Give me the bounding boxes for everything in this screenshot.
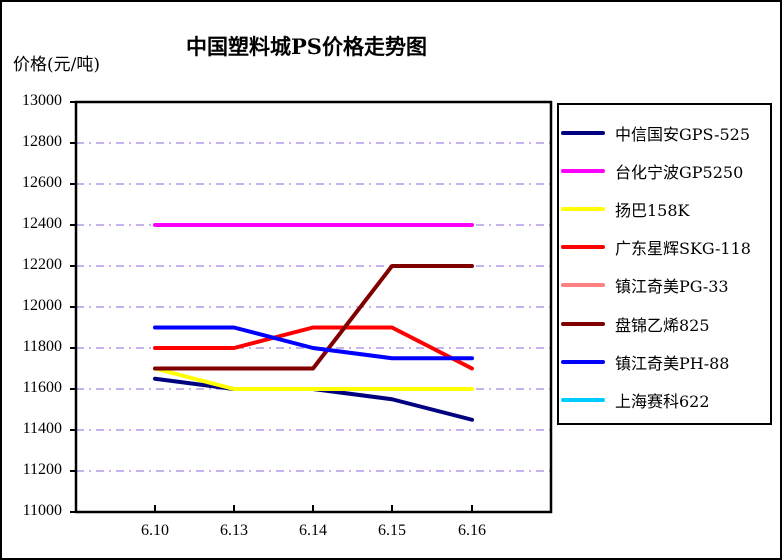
- series-line: [153, 264, 474, 371]
- legend-label: 广东星辉SKG-118: [615, 239, 751, 258]
- y-tick: 11600: [22, 379, 62, 396]
- x-tick: 6.10: [141, 522, 169, 539]
- y-tick: 12200: [22, 256, 62, 273]
- x-tick: 6.13: [220, 522, 248, 539]
- series-line: [153, 376, 474, 422]
- series-line: [153, 325, 474, 371]
- legend-swatch: [561, 169, 605, 173]
- legend-swatch: [561, 245, 605, 249]
- y-tick: 11400: [22, 420, 62, 437]
- y-tick: 11800: [22, 338, 62, 355]
- y-tick: 12400: [22, 215, 62, 232]
- legend-label: 中信国安GPS-525: [615, 125, 751, 144]
- legend-item: 扬巴158K: [561, 197, 690, 221]
- y-tick: 12800: [22, 133, 62, 150]
- legend-swatch: [561, 322, 605, 326]
- legend-item: 上海赛科622: [561, 388, 710, 412]
- legend-item: 中信国安GPS-525: [561, 121, 750, 145]
- series-line: [153, 325, 474, 361]
- legend-swatch: [561, 398, 605, 402]
- legend-item: 盘锦乙烯825: [561, 312, 710, 336]
- series-lines: [153, 223, 474, 422]
- legend-label: 扬巴158K: [615, 201, 690, 220]
- legend-item: 镇江奇美PG-33: [561, 273, 729, 297]
- y-tick: 12000: [22, 297, 62, 314]
- y-tick: 11000: [22, 502, 62, 519]
- legend-label: 镇江奇美PG-33: [615, 277, 729, 296]
- legend-label: 盘锦乙烯825: [615, 316, 710, 335]
- series-line: [153, 366, 474, 391]
- x-tick: 6.15: [378, 522, 406, 539]
- x-tick: 6.16: [458, 522, 486, 539]
- x-tick: 6.14: [299, 522, 327, 539]
- legend-label: 台化宁波GP5250: [615, 163, 744, 182]
- legend-swatch: [561, 283, 605, 287]
- legend-label: 上海赛科622: [615, 392, 710, 411]
- y-tick: 13000: [22, 92, 62, 109]
- legend-swatch: [561, 360, 605, 364]
- legend-label: 镇江奇美PH-88: [615, 354, 730, 373]
- legend-swatch: [561, 131, 605, 135]
- legend-item: 台化宁波GP5250: [561, 159, 743, 183]
- legend-swatch: [561, 207, 605, 211]
- gridlines: [76, 142, 551, 472]
- legend-item: 镇江奇美PH-88: [561, 350, 730, 374]
- axis-ticks: [70, 101, 473, 513]
- y-tick: 12600: [22, 174, 62, 191]
- legend-item: 广东星辉SKG-118: [561, 235, 751, 259]
- chart-title: 中国塑料城PS价格走势图: [186, 34, 427, 59]
- y-tick: 11200: [22, 461, 62, 478]
- legend: 中信国安GPS-525 台化宁波GP5250 扬巴158K 广东星辉SKG-11…: [557, 103, 772, 425]
- y-axis-label: 价格(元/吨): [13, 55, 100, 75]
